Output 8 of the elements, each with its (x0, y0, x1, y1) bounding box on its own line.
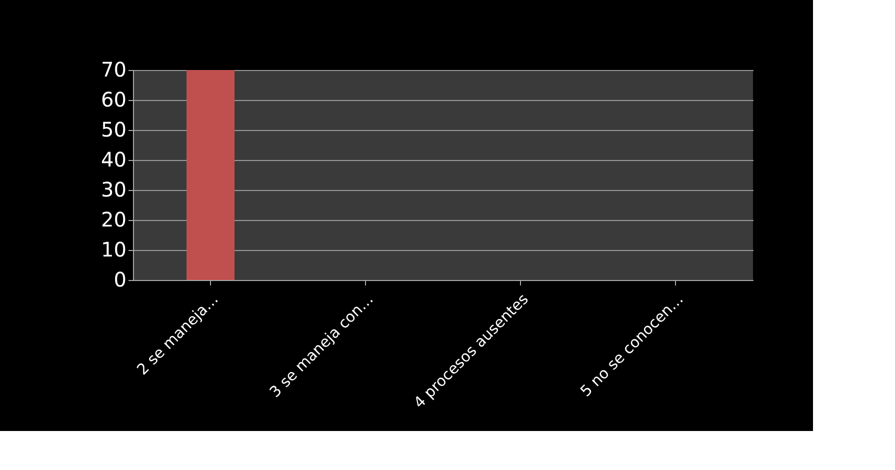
y-tick-label: 60 (101, 88, 126, 112)
y-tick-label: 30 (101, 178, 126, 202)
y-tick-label: 70 (101, 58, 126, 82)
y-tick-label: 10 (101, 238, 126, 262)
y-tick-label: 50 (101, 118, 126, 142)
y-tick-label: 0 (114, 268, 126, 292)
y-tick-label: 40 (101, 148, 126, 172)
y-tick-label: 20 (101, 208, 126, 232)
